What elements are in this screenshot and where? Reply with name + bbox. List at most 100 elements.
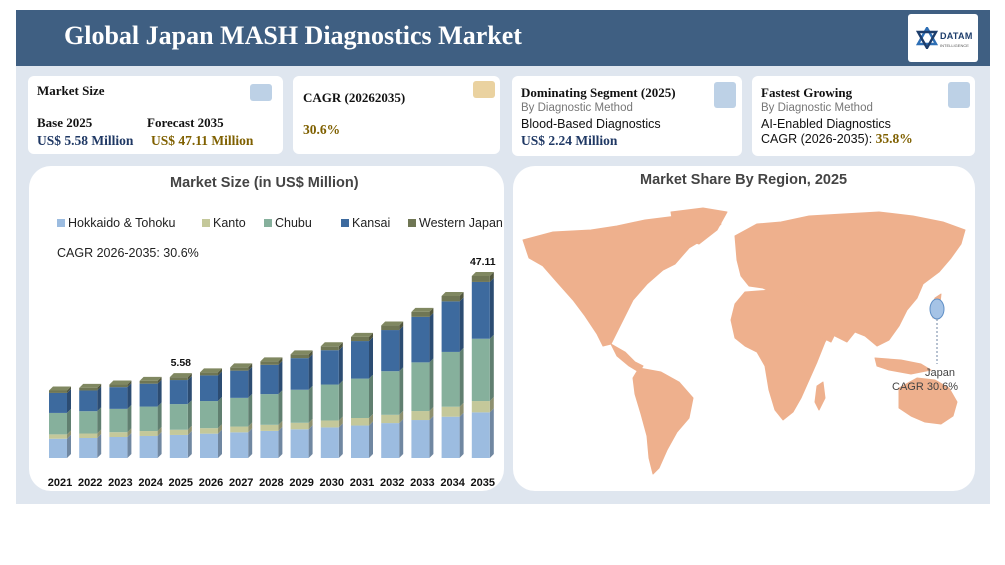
bar-side — [489, 334, 494, 402]
kpi-fastest-card: Fastest Growing By Diagnostic Method AI-… — [752, 76, 975, 156]
callout-cagr: CAGR 30.6% — [892, 381, 958, 393]
bar-segment — [471, 281, 490, 339]
x-tick-label: 2022 — [78, 477, 102, 489]
bar-side — [399, 410, 404, 424]
bar-side — [218, 429, 222, 458]
kpi-cagr-card: CAGR (20262035) 30.6% — [293, 76, 500, 154]
callout-country: Japan — [925, 367, 955, 379]
stacked-bar-chart: Hokkaido & Tohoku Kanto Chubu Kansai Western… — [48, 216, 503, 489]
kpi-title: Market Size — [37, 83, 105, 98]
bar-segment — [109, 432, 128, 437]
chip-icon — [473, 81, 495, 98]
bar-side — [187, 376, 192, 405]
bar-side — [338, 380, 343, 421]
legend-swatch — [408, 219, 416, 227]
bar-side — [157, 376, 162, 384]
bar-segment — [290, 358, 309, 390]
bar-side — [308, 418, 313, 430]
infographic-frame: Global Japan MASH Diagnostics Market DAT… — [16, 10, 990, 504]
bar-segment — [411, 420, 430, 458]
indonesia-shape — [874, 357, 932, 375]
bar-segment — [441, 295, 460, 302]
bar-segment — [441, 351, 460, 407]
x-tick-label: 2026 — [199, 477, 223, 489]
bar-top — [169, 373, 192, 378]
x-tick-label: 2035 — [471, 477, 495, 489]
map-panel: Market Share By Region, 2025 Japan CAGR … — [513, 166, 975, 491]
bar-side — [429, 307, 434, 317]
bar-segment — [260, 424, 279, 431]
australia-shape — [898, 377, 958, 425]
bar-side — [97, 407, 102, 434]
forecast-value: US$ 47.11 Million — [151, 133, 254, 148]
chart-title: Market Size (in US$ Million) — [170, 175, 359, 191]
bar-side — [218, 371, 222, 402]
bar-side — [67, 386, 71, 393]
bar-segment — [109, 387, 128, 409]
bar-segment — [260, 394, 279, 425]
bar-segment — [351, 336, 369, 342]
bar-side — [429, 416, 434, 458]
bar-side — [127, 404, 132, 433]
bar-segment — [290, 429, 309, 458]
bar-side — [97, 434, 102, 458]
x-tick-label: 2030 — [320, 477, 344, 489]
logo-subtext: INTELLIGENCE — [940, 43, 969, 48]
bar-segment — [381, 423, 400, 458]
bar-segment — [139, 431, 158, 436]
x-tick-label: 2028 — [259, 477, 283, 489]
bar-segment — [351, 425, 369, 458]
bar-top — [260, 357, 283, 362]
bar-side — [429, 312, 434, 363]
fastest-cagr-value: 35.8% — [875, 131, 913, 146]
bar-side — [67, 408, 71, 435]
bar-segment — [411, 411, 430, 421]
bar-segment — [411, 362, 430, 412]
bar-segment — [49, 392, 67, 413]
bar-segment — [230, 370, 249, 398]
bar-side — [157, 431, 162, 458]
legend-label: Kansai — [352, 216, 390, 230]
legend-label: Western Japan — [419, 216, 503, 230]
central-america-shape — [610, 343, 644, 373]
bar-top — [320, 342, 343, 347]
bar-segment — [79, 438, 98, 458]
page-title: Global Japan MASH Diagnostics Market — [64, 21, 522, 50]
greenland-shape — [670, 207, 728, 245]
bar-top — [79, 383, 102, 388]
bar-side — [369, 337, 373, 379]
chart-panel: Market Size (in US$ Million) Hokkaido & … — [29, 166, 504, 491]
star-logo-icon — [916, 27, 938, 49]
fastest-cagr-line: CAGR (2026-2035): 35.8% — [761, 131, 913, 147]
bar-top — [200, 368, 222, 373]
bar-side — [399, 367, 404, 415]
bar-side — [248, 422, 253, 433]
bar-side — [218, 397, 222, 429]
bar-side — [308, 385, 313, 423]
bar-side — [489, 277, 494, 339]
chip-icon — [714, 82, 736, 108]
bar-segment — [139, 435, 158, 458]
bar-segment — [79, 390, 98, 412]
x-tick-label: 2029 — [289, 477, 313, 489]
bar-segment — [200, 428, 218, 434]
bar-side — [218, 368, 222, 376]
bar-segment — [169, 429, 188, 435]
bar-segment — [49, 434, 67, 439]
x-tick-label: 2021 — [48, 477, 72, 489]
map-title: Market Share By Region, 2025 — [640, 172, 848, 188]
bar-segment — [169, 404, 188, 430]
bar-top — [49, 386, 71, 391]
bar-side — [338, 416, 343, 428]
segment-name: Blood-Based Diagnostics — [521, 117, 661, 131]
bar-side — [278, 390, 283, 425]
bar-segment — [200, 401, 218, 429]
bar-top — [290, 350, 313, 355]
bar-segment — [381, 330, 400, 372]
bar-side — [278, 357, 283, 365]
bar-segment — [441, 406, 460, 417]
bar-segment — [109, 436, 128, 458]
bar-side — [157, 379, 162, 407]
bar-side — [308, 354, 313, 390]
legend-swatch — [341, 219, 349, 227]
